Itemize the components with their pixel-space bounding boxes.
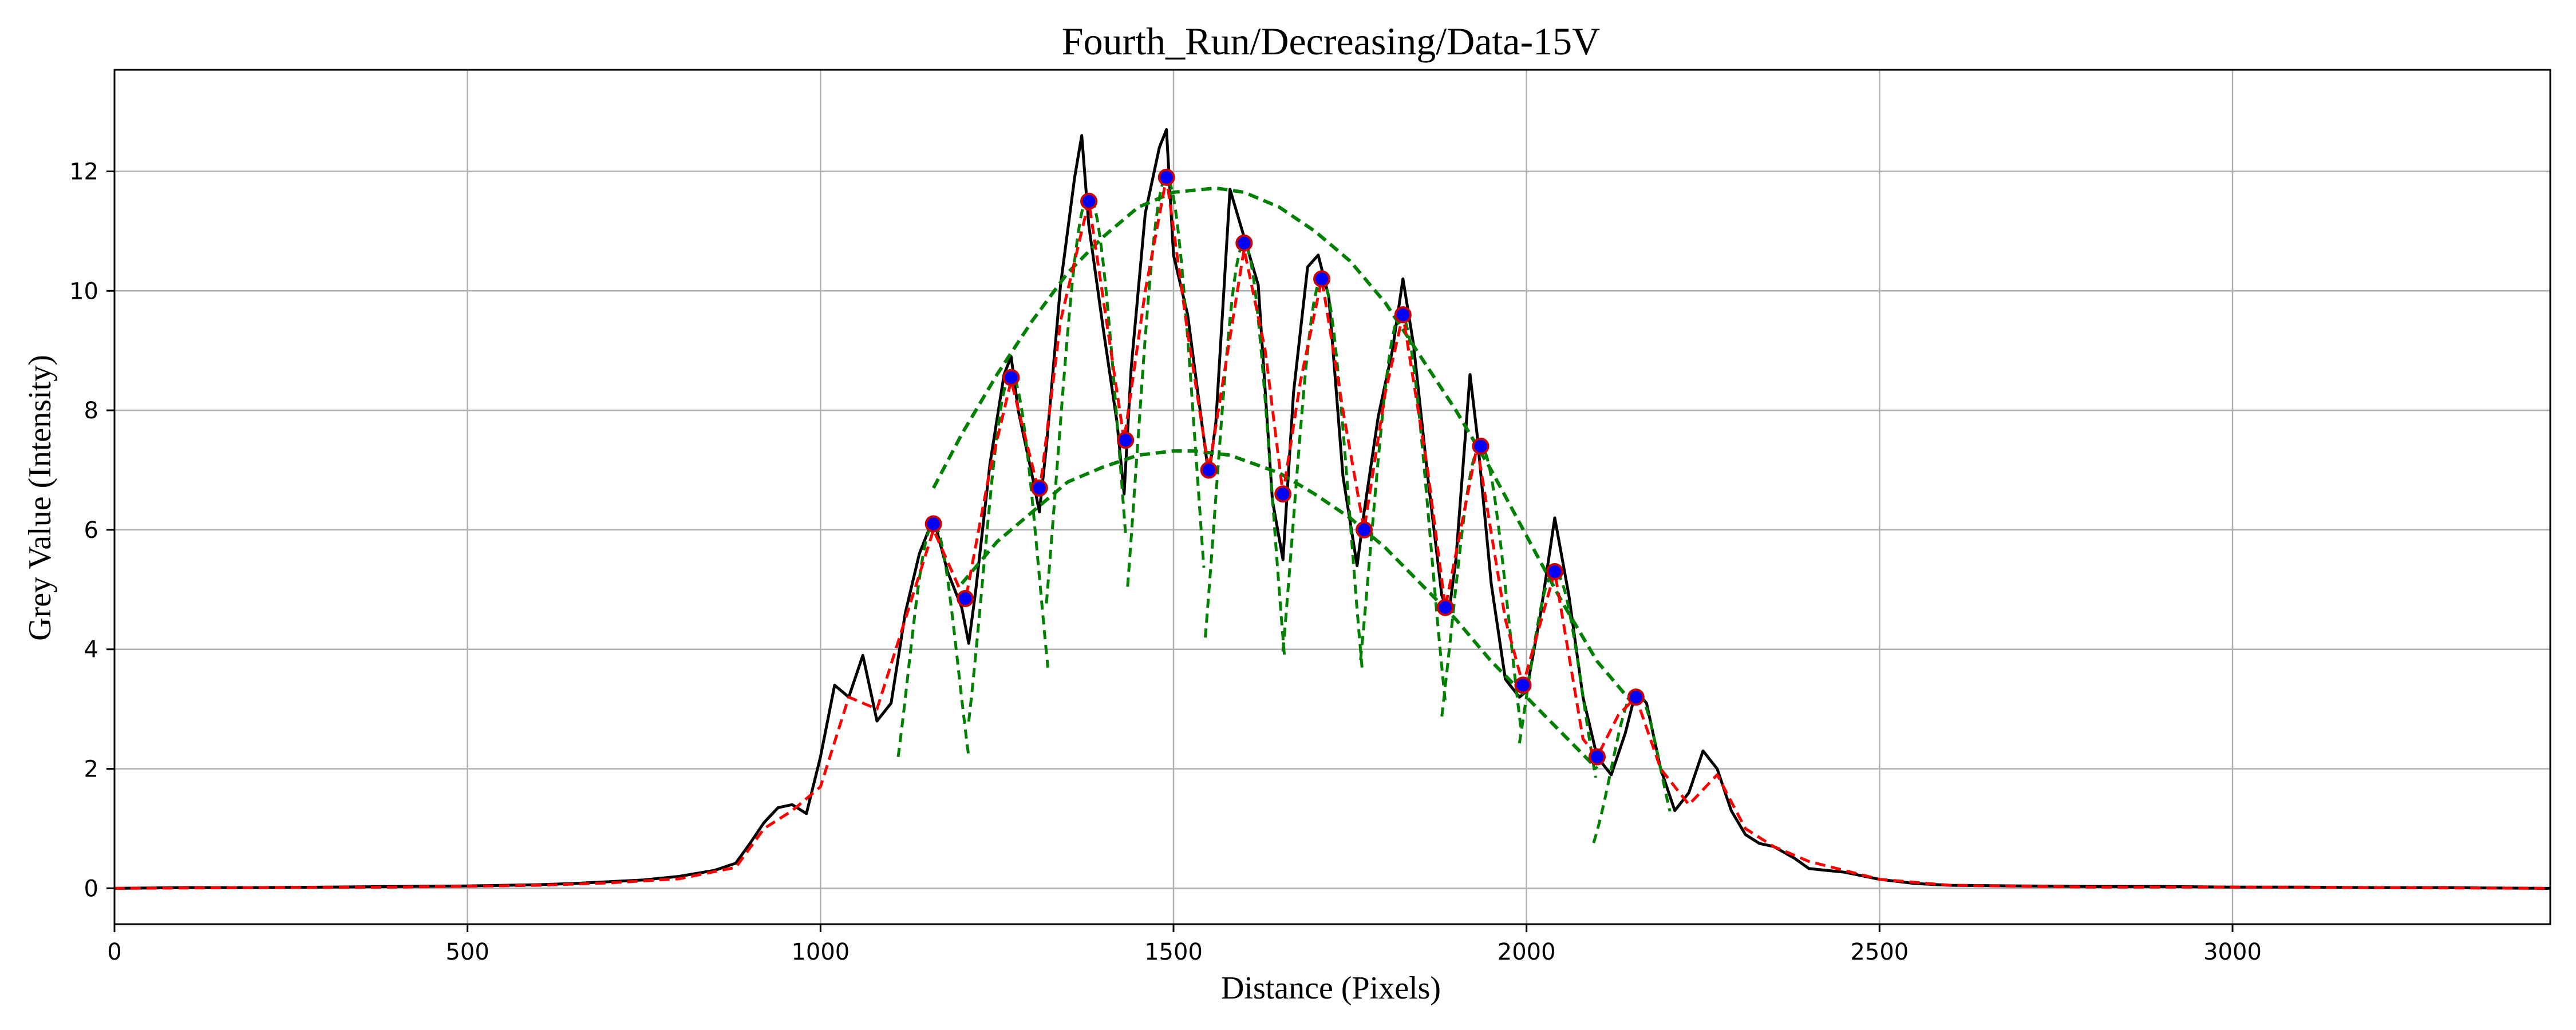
peak-marker xyxy=(924,515,942,533)
x-tick-label: 3000 xyxy=(2203,939,2262,965)
y-axis-label: Grey Value (Intensity) xyxy=(22,355,58,641)
peak-marker xyxy=(1627,688,1645,706)
peak-marker xyxy=(1274,485,1292,503)
x-tick-label: 2500 xyxy=(1850,939,1909,965)
series-upper-envelope-fit xyxy=(932,186,1634,704)
peak-marker xyxy=(1002,369,1020,386)
series-lower-envelope-fit xyxy=(960,449,1599,770)
peak-marker xyxy=(1157,168,1175,186)
x-tick-label: 500 xyxy=(445,939,489,965)
y-tick-label: 6 xyxy=(84,517,98,544)
y-tick-label: 8 xyxy=(84,398,98,424)
series-smoothed-profile xyxy=(114,176,2551,890)
peak-markers xyxy=(924,168,1645,766)
grid xyxy=(113,70,2550,924)
peak-fit-curve xyxy=(1126,175,1206,587)
peak-marker xyxy=(1235,234,1253,252)
x-axis-label: Distance (Pixels) xyxy=(1221,970,1441,1006)
x-tick-label: 1000 xyxy=(791,939,850,965)
peak-marker xyxy=(1080,192,1097,210)
peak-marker xyxy=(1030,479,1048,497)
peak-marker xyxy=(1394,306,1412,324)
y-tick-label: 12 xyxy=(69,159,98,185)
peak-marker xyxy=(957,589,974,607)
peak-marker xyxy=(1514,676,1532,694)
y-tick-label: 0 xyxy=(84,876,98,902)
peak-marker xyxy=(1436,599,1454,616)
peak-marker xyxy=(1589,748,1606,766)
x-tick-label: 0 xyxy=(107,939,121,965)
plot-series xyxy=(114,128,2551,890)
y-tick-label: 4 xyxy=(84,637,98,663)
peak-marker xyxy=(1546,563,1563,581)
peak-marker xyxy=(1356,521,1373,538)
axis-ticks: 0 500 1000 1500 2000 2500 3000 0 2 4 6 8 10 12 xyxy=(69,159,2262,965)
peak-marker xyxy=(1117,431,1135,449)
peak-fit-curve xyxy=(896,523,970,758)
x-tick-label: 2000 xyxy=(1498,939,1556,965)
peak-marker xyxy=(1472,437,1490,455)
plot-frame xyxy=(113,69,2551,925)
chart-title: Fourth_Run/Decreasing/Data-15V xyxy=(1062,19,1600,63)
peak-marker xyxy=(1313,270,1330,288)
x-tick-label: 1500 xyxy=(1144,939,1203,965)
peak-marker xyxy=(1200,461,1218,479)
y-tick-label: 10 xyxy=(69,278,98,304)
y-tick-label: 2 xyxy=(84,756,98,783)
